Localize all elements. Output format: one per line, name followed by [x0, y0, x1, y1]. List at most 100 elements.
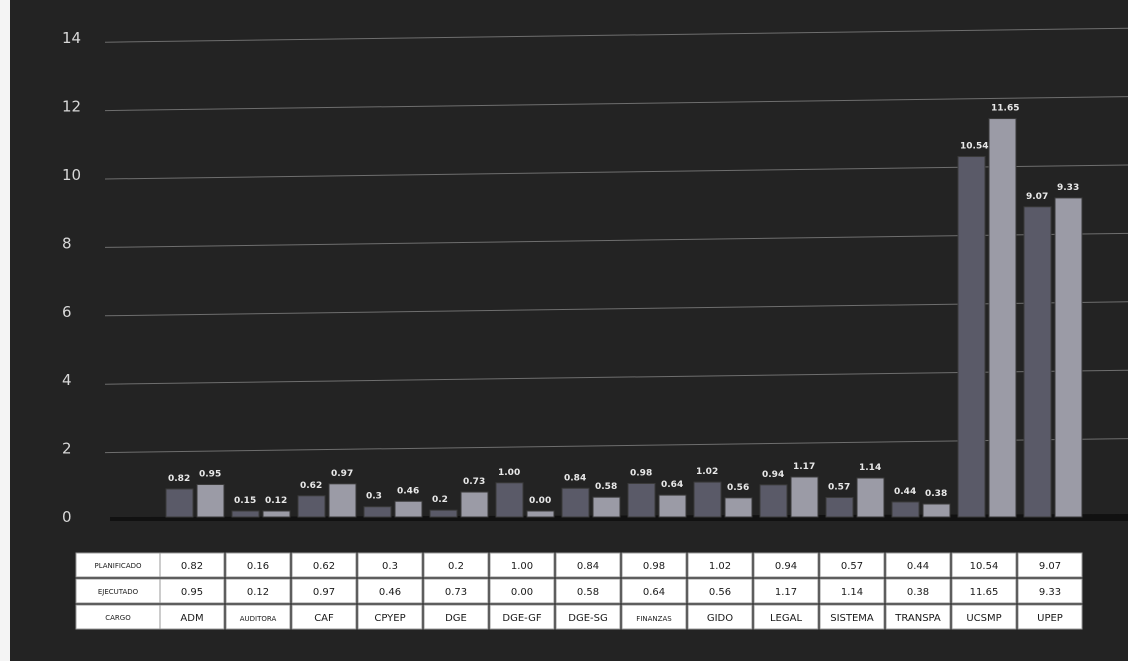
- table-cell: [357, 604, 423, 630]
- bar: [891, 501, 920, 518]
- data-label: 0.94: [762, 470, 784, 480]
- table-cell: [225, 578, 291, 604]
- table-cell: [687, 578, 753, 604]
- table-cell: [753, 604, 819, 630]
- bar: [693, 481, 722, 518]
- table-cell: [555, 604, 621, 630]
- table-cell: [291, 552, 357, 578]
- table-value: 1.14: [841, 587, 863, 598]
- data-label: 0.62: [300, 481, 322, 491]
- table-cell: [357, 552, 423, 578]
- category-label: DGE: [445, 613, 467, 624]
- table-cell: [423, 578, 489, 604]
- table-cell: [951, 552, 1017, 578]
- bar: [328, 483, 357, 518]
- data-label: 9.07: [1026, 192, 1048, 202]
- table-cell: [753, 552, 819, 578]
- bar: [495, 482, 524, 518]
- category-label: SISTEMA: [830, 613, 874, 624]
- table-cell: [753, 578, 819, 604]
- table-cell: [1017, 552, 1083, 578]
- data-labels: 0.82 0.95 0.15 0.12 0.62 0.97 0.3 0.46 0.2 0.73 1.…: [168, 104, 1079, 506]
- table-value: 0.46: [379, 587, 401, 598]
- table-value: 0.98: [643, 561, 665, 572]
- table-cell: [687, 552, 753, 578]
- category-label: GIDO: [707, 613, 733, 624]
- bar: [957, 156, 986, 518]
- y-tick-label: 6: [62, 303, 72, 321]
- data-label: 0.56: [727, 483, 749, 493]
- table-cell: [159, 552, 225, 578]
- y-tick-label: 14: [62, 29, 81, 47]
- table-cell: [621, 604, 687, 630]
- bar: [231, 510, 260, 518]
- y-tick-label: 8: [62, 234, 72, 252]
- table-cell: [555, 552, 621, 578]
- table-cell: [885, 578, 951, 604]
- table-value: 0.56: [709, 587, 731, 598]
- table-cell: [225, 552, 291, 578]
- table-cell: [423, 552, 489, 578]
- table-cell: [489, 552, 555, 578]
- bar: [363, 506, 392, 518]
- table-value: 0.58: [577, 587, 599, 598]
- table-value: 0.64: [643, 587, 665, 598]
- table-cell: [819, 604, 885, 630]
- table-cell: [951, 604, 1017, 630]
- bar: [561, 487, 590, 518]
- category-label: ADM: [180, 613, 203, 624]
- bar: [460, 491, 489, 518]
- data-label: 0.84: [564, 473, 586, 483]
- bar: [724, 497, 753, 518]
- y-tick-label: 10: [62, 166, 81, 184]
- bar: [297, 495, 326, 518]
- bar: [1054, 197, 1083, 518]
- table-cell: [1017, 578, 1083, 604]
- table-value: 0.38: [907, 587, 929, 598]
- table-cell: [225, 604, 291, 630]
- data-label: 0.46: [397, 486, 419, 496]
- bar: [988, 118, 1017, 518]
- table-value: 0.2: [448, 561, 464, 572]
- table-cell: [159, 604, 225, 630]
- data-label: 0.15: [234, 496, 256, 506]
- y-tick-label: 4: [62, 371, 72, 389]
- data-label: 0.98: [630, 468, 652, 478]
- table-value: 0.16: [247, 561, 269, 572]
- data-label: 0.73: [463, 477, 485, 487]
- data-label: 1.02: [696, 467, 718, 477]
- category-label: CAF: [314, 613, 334, 624]
- data-label: 0.64: [661, 480, 683, 490]
- bar: [825, 497, 854, 518]
- data-label: 1.14: [859, 463, 881, 473]
- bar-series: [165, 118, 1083, 518]
- table-value: 0.95: [181, 587, 203, 598]
- table-cell: [291, 578, 357, 604]
- bar: [592, 496, 621, 518]
- category-label: DGE-SG: [568, 613, 607, 624]
- y-axis: 0 2 4 6 8 10 12 14: [62, 29, 81, 526]
- table-row-header-cell: [75, 552, 161, 578]
- table-cell: [621, 552, 687, 578]
- data-label: 0.12: [265, 496, 287, 506]
- y-tick-label: 0: [62, 508, 72, 526]
- data-label: 0.95: [199, 470, 221, 480]
- category-label: DGE-GF: [502, 613, 541, 624]
- table-cell: [885, 604, 951, 630]
- table-value: 1.00: [511, 561, 533, 572]
- bar: [922, 503, 951, 518]
- data-label: 0.38: [925, 489, 947, 499]
- table-row-header: EJECUTADO: [98, 588, 139, 596]
- data-label: 10.54: [960, 142, 988, 152]
- data-label: 0.3: [366, 492, 382, 502]
- table-cell: [291, 604, 357, 630]
- bar: [165, 488, 194, 518]
- table-cell: [357, 578, 423, 604]
- category-label: FINANZAS: [636, 615, 672, 623]
- data-label: 11.65: [991, 104, 1019, 114]
- table-cell: [951, 578, 1017, 604]
- bar: [526, 510, 555, 518]
- category-label: CPYEP: [374, 613, 405, 624]
- table-cell: [555, 578, 621, 604]
- table-value: 0.62: [313, 561, 335, 572]
